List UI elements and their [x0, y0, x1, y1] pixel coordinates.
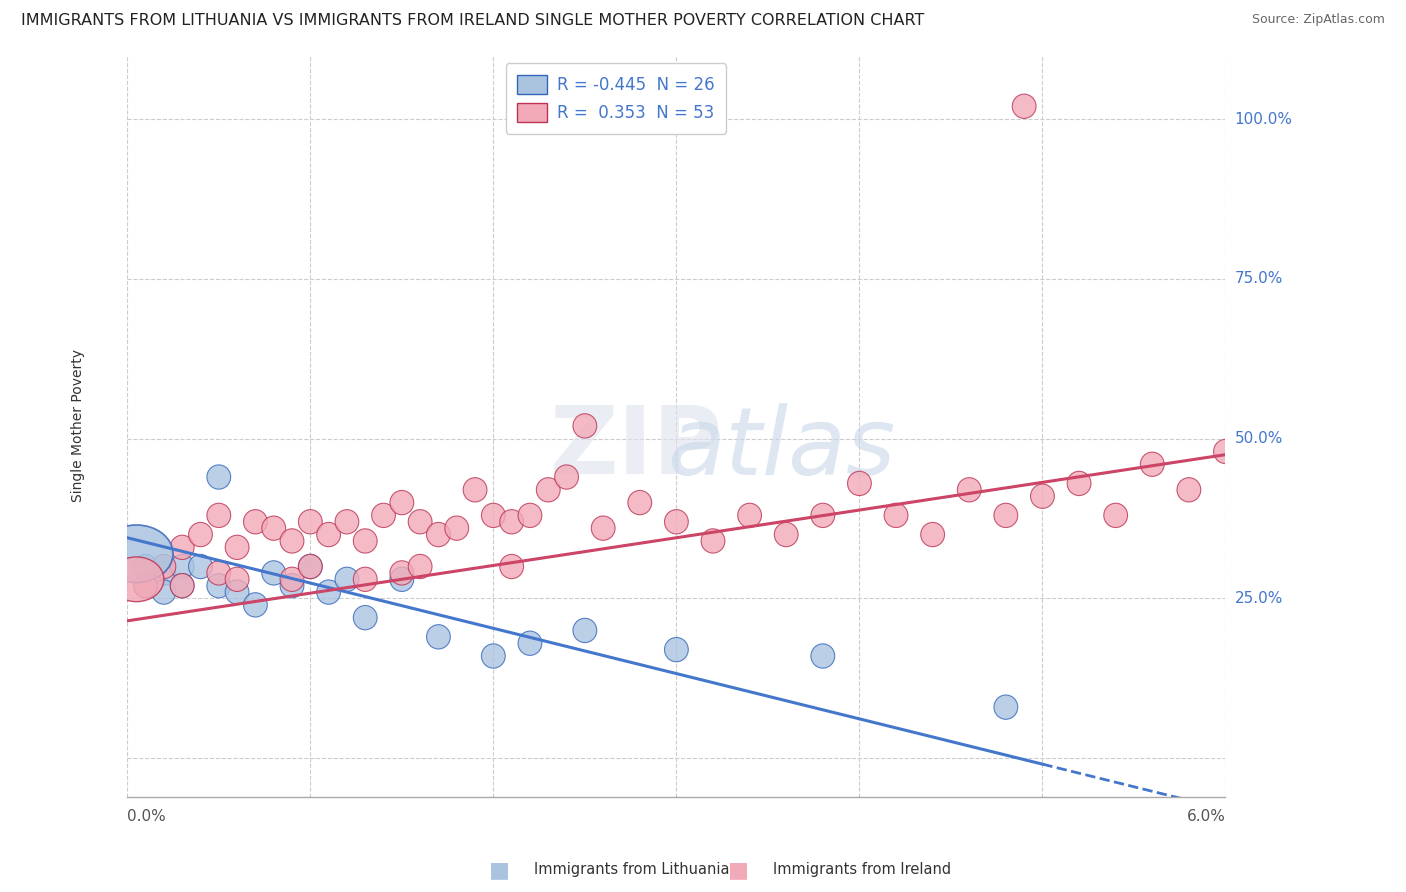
- Ellipse shape: [592, 516, 614, 541]
- Ellipse shape: [499, 554, 523, 579]
- Ellipse shape: [225, 580, 249, 604]
- Ellipse shape: [298, 554, 322, 579]
- Ellipse shape: [280, 567, 304, 591]
- Ellipse shape: [499, 509, 523, 534]
- Ellipse shape: [517, 631, 541, 656]
- Ellipse shape: [957, 477, 981, 502]
- Ellipse shape: [243, 509, 267, 534]
- Ellipse shape: [536, 477, 560, 502]
- Ellipse shape: [426, 624, 450, 649]
- Ellipse shape: [280, 529, 304, 553]
- Ellipse shape: [298, 554, 322, 579]
- Ellipse shape: [262, 561, 285, 585]
- Ellipse shape: [207, 465, 231, 489]
- Ellipse shape: [152, 561, 176, 585]
- Ellipse shape: [481, 503, 505, 527]
- Text: Immigrants from Ireland: Immigrants from Ireland: [773, 863, 952, 877]
- Text: 75.0%: 75.0%: [1234, 271, 1284, 286]
- Ellipse shape: [994, 503, 1018, 527]
- Ellipse shape: [665, 638, 689, 662]
- Ellipse shape: [702, 529, 725, 553]
- Ellipse shape: [316, 580, 340, 604]
- Ellipse shape: [280, 574, 304, 598]
- Ellipse shape: [389, 491, 413, 515]
- Ellipse shape: [134, 554, 157, 579]
- Ellipse shape: [811, 503, 835, 527]
- Ellipse shape: [225, 535, 249, 559]
- Ellipse shape: [738, 503, 762, 527]
- Ellipse shape: [628, 491, 651, 515]
- Ellipse shape: [225, 567, 249, 591]
- Legend: R = -0.445  N = 26, R =  0.353  N = 53: R = -0.445 N = 26, R = 0.353 N = 53: [506, 63, 727, 134]
- Ellipse shape: [389, 567, 413, 591]
- Text: 6.0%: 6.0%: [1187, 809, 1226, 824]
- Ellipse shape: [994, 695, 1018, 719]
- Ellipse shape: [574, 618, 596, 642]
- Ellipse shape: [1177, 477, 1201, 502]
- Text: Immigrants from Lithuania: Immigrants from Lithuania: [534, 863, 730, 877]
- Ellipse shape: [848, 471, 872, 496]
- Ellipse shape: [188, 523, 212, 547]
- Ellipse shape: [426, 523, 450, 547]
- Ellipse shape: [1067, 471, 1091, 496]
- Ellipse shape: [574, 414, 596, 438]
- Ellipse shape: [444, 516, 468, 541]
- Ellipse shape: [170, 574, 194, 598]
- Text: ■: ■: [489, 860, 509, 880]
- Ellipse shape: [353, 529, 377, 553]
- Text: 50.0%: 50.0%: [1234, 431, 1284, 446]
- Ellipse shape: [207, 503, 231, 527]
- Ellipse shape: [408, 554, 432, 579]
- Ellipse shape: [298, 509, 322, 534]
- Ellipse shape: [517, 503, 541, 527]
- Text: atlas: atlas: [668, 402, 896, 493]
- Ellipse shape: [775, 523, 799, 547]
- Text: Source: ZipAtlas.com: Source: ZipAtlas.com: [1251, 13, 1385, 27]
- Ellipse shape: [170, 574, 194, 598]
- Ellipse shape: [262, 516, 285, 541]
- Text: IMMIGRANTS FROM LITHUANIA VS IMMIGRANTS FROM IRELAND SINGLE MOTHER POVERTY CORRE: IMMIGRANTS FROM LITHUANIA VS IMMIGRANTS …: [21, 13, 925, 29]
- Ellipse shape: [1031, 484, 1054, 508]
- Ellipse shape: [170, 535, 194, 559]
- Ellipse shape: [134, 574, 157, 598]
- Ellipse shape: [389, 561, 413, 585]
- Ellipse shape: [170, 554, 194, 579]
- Ellipse shape: [152, 554, 176, 579]
- Ellipse shape: [100, 525, 173, 582]
- Ellipse shape: [481, 644, 505, 668]
- Ellipse shape: [811, 644, 835, 668]
- Ellipse shape: [243, 592, 267, 617]
- Ellipse shape: [188, 554, 212, 579]
- Ellipse shape: [134, 574, 157, 598]
- Ellipse shape: [353, 606, 377, 630]
- Text: ZIP: ZIP: [550, 402, 723, 494]
- Ellipse shape: [921, 523, 945, 547]
- Ellipse shape: [884, 503, 908, 527]
- Ellipse shape: [110, 557, 165, 602]
- Ellipse shape: [463, 477, 486, 502]
- Ellipse shape: [371, 503, 395, 527]
- Ellipse shape: [665, 509, 689, 534]
- Ellipse shape: [1140, 452, 1164, 476]
- Text: 0.0%: 0.0%: [128, 809, 166, 824]
- Text: ■: ■: [728, 860, 748, 880]
- Ellipse shape: [554, 465, 578, 489]
- Text: 25.0%: 25.0%: [1234, 591, 1284, 606]
- Ellipse shape: [207, 561, 231, 585]
- Ellipse shape: [353, 567, 377, 591]
- Ellipse shape: [408, 509, 432, 534]
- Ellipse shape: [1104, 503, 1128, 527]
- Ellipse shape: [335, 509, 359, 534]
- Ellipse shape: [207, 574, 231, 598]
- Text: 100.0%: 100.0%: [1234, 112, 1292, 127]
- Ellipse shape: [335, 567, 359, 591]
- Ellipse shape: [1213, 440, 1237, 464]
- Ellipse shape: [1012, 95, 1036, 119]
- Ellipse shape: [316, 523, 340, 547]
- Text: Single Mother Poverty: Single Mother Poverty: [70, 350, 84, 502]
- Ellipse shape: [152, 580, 176, 604]
